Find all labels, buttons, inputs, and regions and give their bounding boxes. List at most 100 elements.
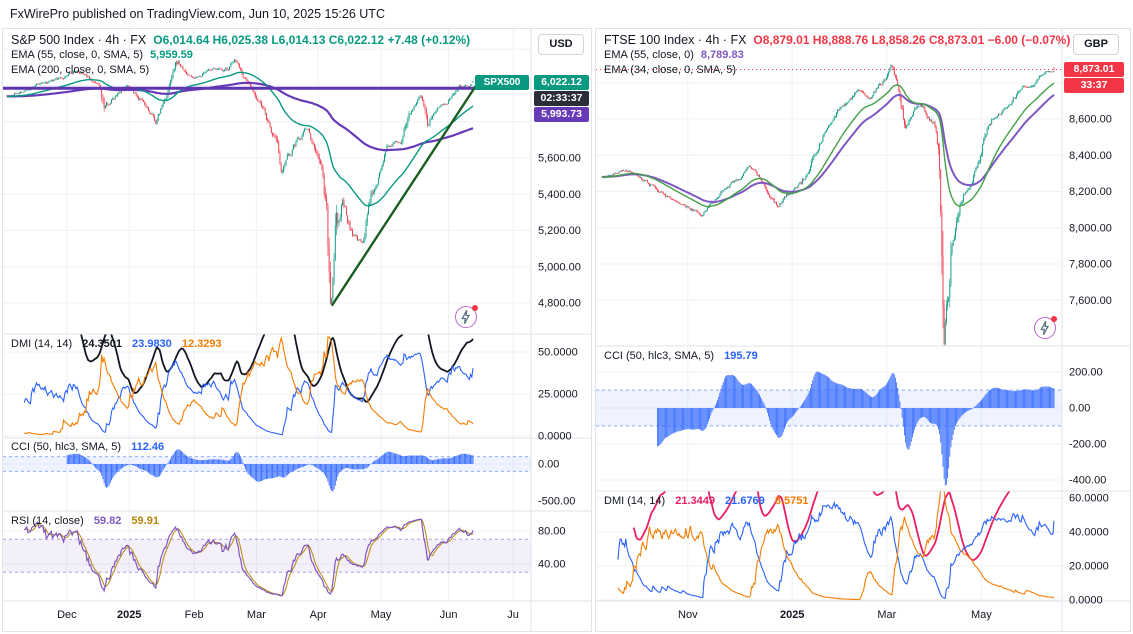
symbol-title: S&P 500 Index · 4h · FX <box>11 33 147 47</box>
ema-fast-legend-row[interactable]: EMA (55, close, 0, SMA, 5) 5,959.59 <box>11 48 470 63</box>
ftse-chart-canvas[interactable]: 8,600.00 8,400.00 8,200.00 8,000.00 7,800.00… <box>596 29 1130 631</box>
dmi-legend-row[interactable]: DMI (14, 14) 24.3501 23.9830 12.3293 <box>11 338 229 350</box>
ema-slow-legend-row[interactable]: EMA (55, close, 0) 8,789.83 <box>604 48 1070 63</box>
x-axis-tick: May <box>971 609 992 621</box>
ema-34-label: EMA (34, close, 0, SMA, 5) <box>604 64 737 76</box>
ema-slow-legend-row[interactable]: EMA (200, close, 0, SMA, 5) <box>11 63 470 78</box>
last-price-badge: 8,873.01 <box>1064 62 1124 77</box>
rsi-ma-value: 59.91 <box>131 515 159 527</box>
dmi-pane-plot <box>617 491 1055 601</box>
rsi-label: RSI (14, close) <box>11 515 84 527</box>
lightning-bolt-icon <box>461 309 471 325</box>
x-axis-tick: May <box>371 609 392 621</box>
indicator-axis-tick: -200.00 <box>1069 439 1106 451</box>
cci-legend-row[interactable]: CCI (50, hlc3, SMA, 5) 112.46 <box>11 441 171 453</box>
x-axis-tick: Feb <box>185 609 204 621</box>
ohlc-values: O6,014.64 H6,025.38 L6,014.13 C6,022.12 … <box>153 33 471 47</box>
y-axis-tick: 5,600.00 <box>538 153 581 165</box>
symbol-legend-row[interactable]: FTSE 100 Index · 4h · FX O8,879.01 H8,88… <box>604 33 1070 48</box>
dmi-plus-di-value: 23.9830 <box>132 338 172 350</box>
y-axis-tick: 5,400.00 <box>538 189 581 201</box>
pane-divider[interactable] <box>3 332 591 337</box>
indicator-axis-tick: 80.00 <box>538 526 566 538</box>
plus-di-line <box>23 352 474 436</box>
time-scale[interactable] <box>596 601 1130 631</box>
y-axis-tick: 8,400.00 <box>1069 150 1112 162</box>
ema-fast-line <box>7 71 474 207</box>
indicator-axis-tick: 0.00 <box>1069 403 1090 415</box>
dmi-label: DMI (14, 14) <box>604 495 666 507</box>
y-axis-tick: 5,200.00 <box>538 225 581 237</box>
y-axis-tick: 8,000.00 <box>1069 222 1112 234</box>
ohlc-values: O8,879.01 H8,888.76 L8,858.26 C8,873.01 … <box>753 33 1071 47</box>
last-price-badge: 6,022.12 <box>534 75 589 90</box>
flash-icon[interactable] <box>455 305 478 328</box>
cci-label: CCI (50, hlc3, SMA, 5) <box>11 441 122 453</box>
notification-dot <box>472 305 478 311</box>
ema-fast-line <box>602 82 1055 208</box>
x-axis-tick: 2025 <box>780 609 804 621</box>
x-axis-tick: Apr <box>310 609 327 621</box>
adx-line <box>632 491 1011 562</box>
trend-line <box>330 82 479 307</box>
candle-wicks-up <box>603 64 1054 346</box>
candle-wicks-down <box>601 64 1055 346</box>
candle-bodies-down <box>601 65 1055 344</box>
dmi-legend-row[interactable]: DMI (14, 14) 21.3449 21.6769 8.5751 <box>604 495 816 507</box>
panel-ftse100: 8,600.00 8,400.00 8,200.00 8,000.00 7,800.00… <box>595 28 1131 632</box>
ema-fast-legend-row[interactable]: EMA (34, close, 0, SMA, 5) <box>604 63 1070 78</box>
spx-chart-canvas[interactable]: 5,600.00 5,400.00 5,200.00 5,000.00 4,800.00… <box>3 29 591 631</box>
symbol-legend-row[interactable]: S&P 500 Index · 4h · FX O6,014.64 H6,025… <box>11 33 470 48</box>
dmi-minus-di-value: 12.3293 <box>181 338 222 350</box>
x-axis-tick: Jun <box>440 609 458 621</box>
currency-button-gbp[interactable]: GBP <box>1073 34 1119 55</box>
price-scale[interactable] <box>1062 29 1130 601</box>
dmi-adx-value: 24.3501 <box>82 338 122 350</box>
time-scale[interactable] <box>3 601 591 631</box>
cci-band <box>596 390 1062 426</box>
dmi-minus-di-value: 8.5751 <box>774 495 809 507</box>
indicator-axis-tick: 50.0000 <box>538 347 578 359</box>
chart-panels: 5,600.00 5,400.00 5,200.00 5,000.00 4,800.00… <box>2 28 1131 632</box>
pane-divider[interactable] <box>596 344 1130 349</box>
countdown-badge: 33:37 <box>1064 78 1124 93</box>
countdown-badge: 02:33:37 <box>534 91 589 106</box>
dmi-pane-plot <box>23 334 474 436</box>
publish-header: FxWirePro published on TradingView.com, … <box>0 0 1133 28</box>
cci-pane-plot <box>596 371 1062 486</box>
indicator-axis-tick: -500.00 <box>538 496 575 508</box>
ftse-main-legend: FTSE 100 Index · 4h · FX O8,879.01 H8,88… <box>604 33 1070 78</box>
indicator-axis-tick: -400.00 <box>1069 475 1106 487</box>
ema-fast-label: EMA (55, close, 0, SMA, 5) <box>11 49 144 61</box>
indicator-axis-tick: 0.0000 <box>1069 595 1103 607</box>
ema-fast-value: 5,959.59 <box>150 49 193 61</box>
dmi-plus-di-value: 21.6769 <box>725 495 765 507</box>
y-axis-tick: 8,200.00 <box>1069 186 1112 198</box>
pane-divider[interactable] <box>596 489 1130 494</box>
currency-button-usd[interactable]: USD <box>538 34 584 55</box>
indicator-axis-tick: 0.00 <box>538 459 559 471</box>
y-axis-tick: 7,800.00 <box>1069 259 1112 271</box>
rsi-band <box>3 539 531 573</box>
rsi-ma-line <box>24 518 474 596</box>
rsi-legend-row[interactable]: RSI (14, close) 59.82 59.91 <box>11 515 166 527</box>
rsi-line <box>23 518 474 597</box>
ema200-price-badge: 5,993.73 <box>534 107 589 122</box>
ema-55-value: 8,789.83 <box>700 49 744 61</box>
lightning-bolt-icon <box>1040 320 1050 336</box>
candle-bodies-up <box>603 65 1054 344</box>
ema-55-label: EMA (55, close, 0) <box>604 49 694 61</box>
ema-slow-line <box>602 93 1055 203</box>
x-axis-tick: Nov <box>678 609 698 621</box>
pane-divider[interactable] <box>3 509 591 514</box>
flash-icon[interactable] <box>1034 316 1057 339</box>
price-pane-plot <box>3 58 479 307</box>
y-axis-tick: 7,600.00 <box>1069 295 1112 307</box>
cci-legend-row[interactable]: CCI (50, hlc3, SMA, 5) 195.79 <box>604 350 765 362</box>
y-axis-tick: 5,000.00 <box>538 261 581 273</box>
indicator-axis-tick: 40.00 <box>538 559 566 571</box>
rsi-value: 59.82 <box>93 515 122 527</box>
minus-di-line <box>617 491 1055 601</box>
cci-pane-plot <box>3 449 531 492</box>
